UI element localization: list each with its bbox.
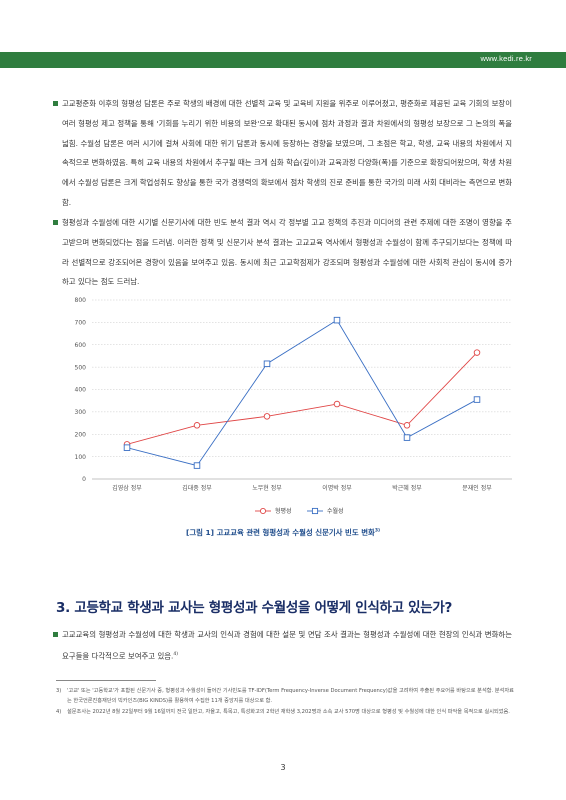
paragraph-survey-intro: 고교교육의 형평성과 수월성에 대한 학생과 교사의 인식과 경험에 대한 설문…: [53, 625, 512, 666]
footnote-number: 3): [56, 688, 62, 694]
line-chart: 0 100 200 300 400 500 600 700 800 김영삼 정부 김대중 정부 노무현…: [62, 290, 522, 522]
data-point: [193, 462, 201, 469]
data-point: [123, 444, 131, 451]
data-point: [263, 360, 271, 368]
y-tick-label: 0: [82, 476, 86, 483]
paragraph-text: 형평성과 수월성에 대한 시기별 신문기사에 대한 빈도 분석 결과 역시 각 …: [62, 218, 512, 287]
x-tick-label: 김영삼 정부: [112, 484, 142, 492]
footnote-number: 4): [56, 708, 62, 715]
y-tick-label: 300: [75, 409, 87, 416]
footnote-item: 4) 설문조사는 2022년 8월 22일부터 9월 16일까지 전국 일반고,…: [56, 707, 516, 717]
page-number: 3: [280, 763, 286, 772]
y-tick-label: 800: [75, 297, 87, 304]
footnote-text: '고교' 또는 '고등학교'가 포함된 신문기사 중, 형평성과 수월성이 들어…: [67, 688, 514, 705]
bullet-square-icon: [53, 101, 58, 106]
chart-svg: 0 100 200 300 400 500 600 700 800 김영삼 정부 김대중 정부 노무현…: [75, 297, 512, 515]
series-line: [126, 319, 478, 467]
y-tick-label: 200: [75, 431, 87, 438]
footnote-item: 3) '고교' 또는 '고등학교'가 포함된 신문기사 중, 형평성과 수월성이…: [56, 686, 516, 707]
x-tick-label: 문재인 정부: [462, 484, 492, 492]
paragraph-footnote-ref[interactable]: 4): [173, 651, 179, 657]
paragraph-equity-discourse: 고교평준화 이후의 형평성 담론은 주로 학생의 배경에 대한 선별적 교육 및…: [53, 94, 512, 213]
y-tick-label: 600: [75, 342, 87, 349]
data-point: [473, 349, 481, 356]
data-point: [333, 316, 341, 324]
y-tick-label: 400: [75, 387, 87, 394]
legend-marker: [311, 507, 319, 515]
footnotes: 3) '고교' 또는 '고등학교'가 포함된 신문기사 중, 형평성과 수월성이…: [56, 686, 516, 717]
footnote-text: 설문조사는 2022년 8월 22일부터 9월 16일까지 전국 일반고, 자율…: [67, 708, 510, 715]
bullet-square-icon: [53, 220, 58, 225]
x-tick-label: 노무현 정부: [252, 484, 282, 492]
x-tick-label: 박근혜 정부: [392, 484, 422, 492]
section-heading: 3. 고등학교 학생과 교사는 형평성과 수월성을 어떻게 인식하고 있는가?: [56, 600, 453, 616]
legend-label: 수월성: [327, 507, 344, 515]
y-tick-label: 500: [75, 364, 87, 371]
paragraph-text: 고교교육의 형평성과 수월성에 대한 학생과 교사의 인식과 경험에 대한 설문…: [62, 630, 512, 661]
data-point: [473, 396, 481, 403]
bullet-square-icon: [53, 632, 58, 637]
footnote-divider: [56, 680, 156, 681]
data-point: [263, 413, 271, 420]
x-tick-label: 이명박 정부: [322, 484, 352, 492]
paragraph-text: 고교평준화 이후의 형평성 담론은 주로 학생의 배경에 대한 선별적 교육 및…: [62, 99, 512, 207]
data-point: [403, 422, 411, 429]
paragraph-news-analysis: 형평성과 수월성에 대한 시기별 신문기사에 대한 빈도 분석 결과 역시 각 …: [53, 213, 512, 292]
series-line: [126, 352, 478, 445]
site-url[interactable]: www.kedi.re.kr: [480, 54, 532, 63]
x-tick-label: 김대중 정부: [182, 484, 212, 492]
y-tick-label: 100: [75, 454, 87, 461]
data-point: [403, 434, 411, 441]
y-tick-label: 700: [75, 320, 87, 327]
header-bar: www.kedi.re.kr: [0, 52, 566, 68]
legend-label: 형평성: [275, 507, 292, 515]
data-point: [193, 422, 201, 429]
figure-caption: [그림 1] 고교교육 관련 형평성과 수월성 신문기사 빈도 변화3): [0, 527, 566, 538]
figure-caption-text: [그림 1] 고교교육 관련 형평성과 수월성 신문기사 빈도 변화: [185, 528, 375, 537]
figure-caption-footnote-ref[interactable]: 3): [374, 528, 381, 534]
data-point: [333, 400, 341, 408]
legend-marker: [259, 507, 267, 515]
